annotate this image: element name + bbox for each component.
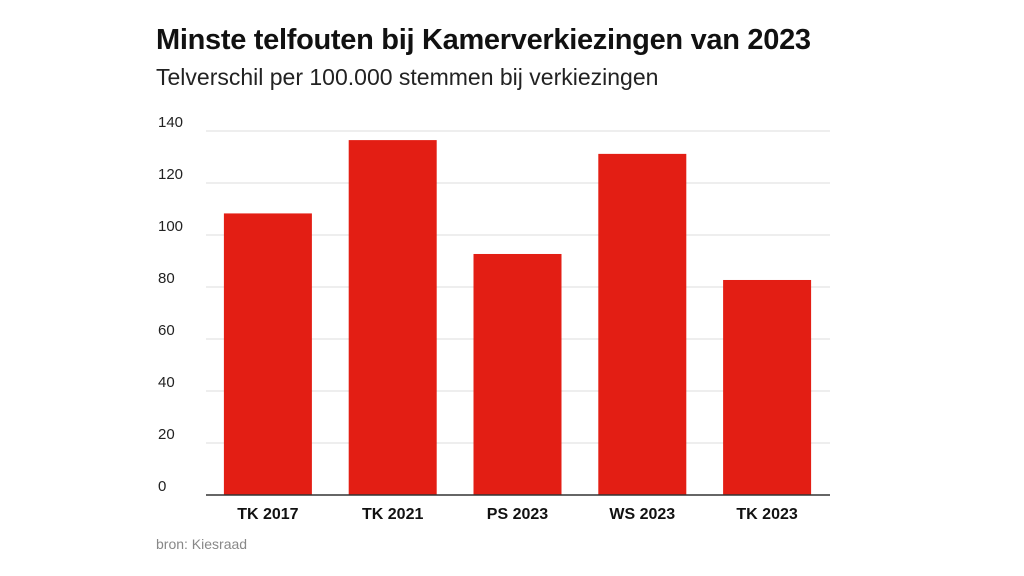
bar-ps-2023 [473, 253, 562, 495]
bar-tk-2023 [723, 279, 812, 495]
chart-subtitle: Telverschil per 100.000 stemmen bij verk… [156, 64, 659, 90]
x-tick-label: TK 2017 [237, 506, 298, 523]
bar-ws-2023 [598, 153, 687, 495]
y-tick-label: 20 [158, 426, 175, 443]
y-tick-label: 120 [158, 166, 183, 183]
x-tick-label: TK 2021 [362, 506, 423, 523]
bar-tk-2021 [348, 140, 437, 495]
y-tick-label: 100 [158, 218, 183, 235]
y-tick-label: 0 [158, 478, 166, 495]
y-tick-label: 60 [158, 322, 175, 339]
source-note: bron: Kiesraad [156, 536, 248, 552]
y-tick-label: 80 [158, 270, 175, 287]
x-tick-label: TK 2023 [736, 506, 797, 523]
y-tick-label: 140 [158, 114, 183, 131]
x-tick-label: WS 2023 [609, 506, 675, 523]
bar-tk-2017 [223, 213, 312, 496]
y-tick-label: 40 [158, 374, 175, 391]
chart-title: Minste telfouten bij Kamerverkiezingen v… [156, 24, 811, 56]
x-tick-label: PS 2023 [487, 506, 548, 523]
